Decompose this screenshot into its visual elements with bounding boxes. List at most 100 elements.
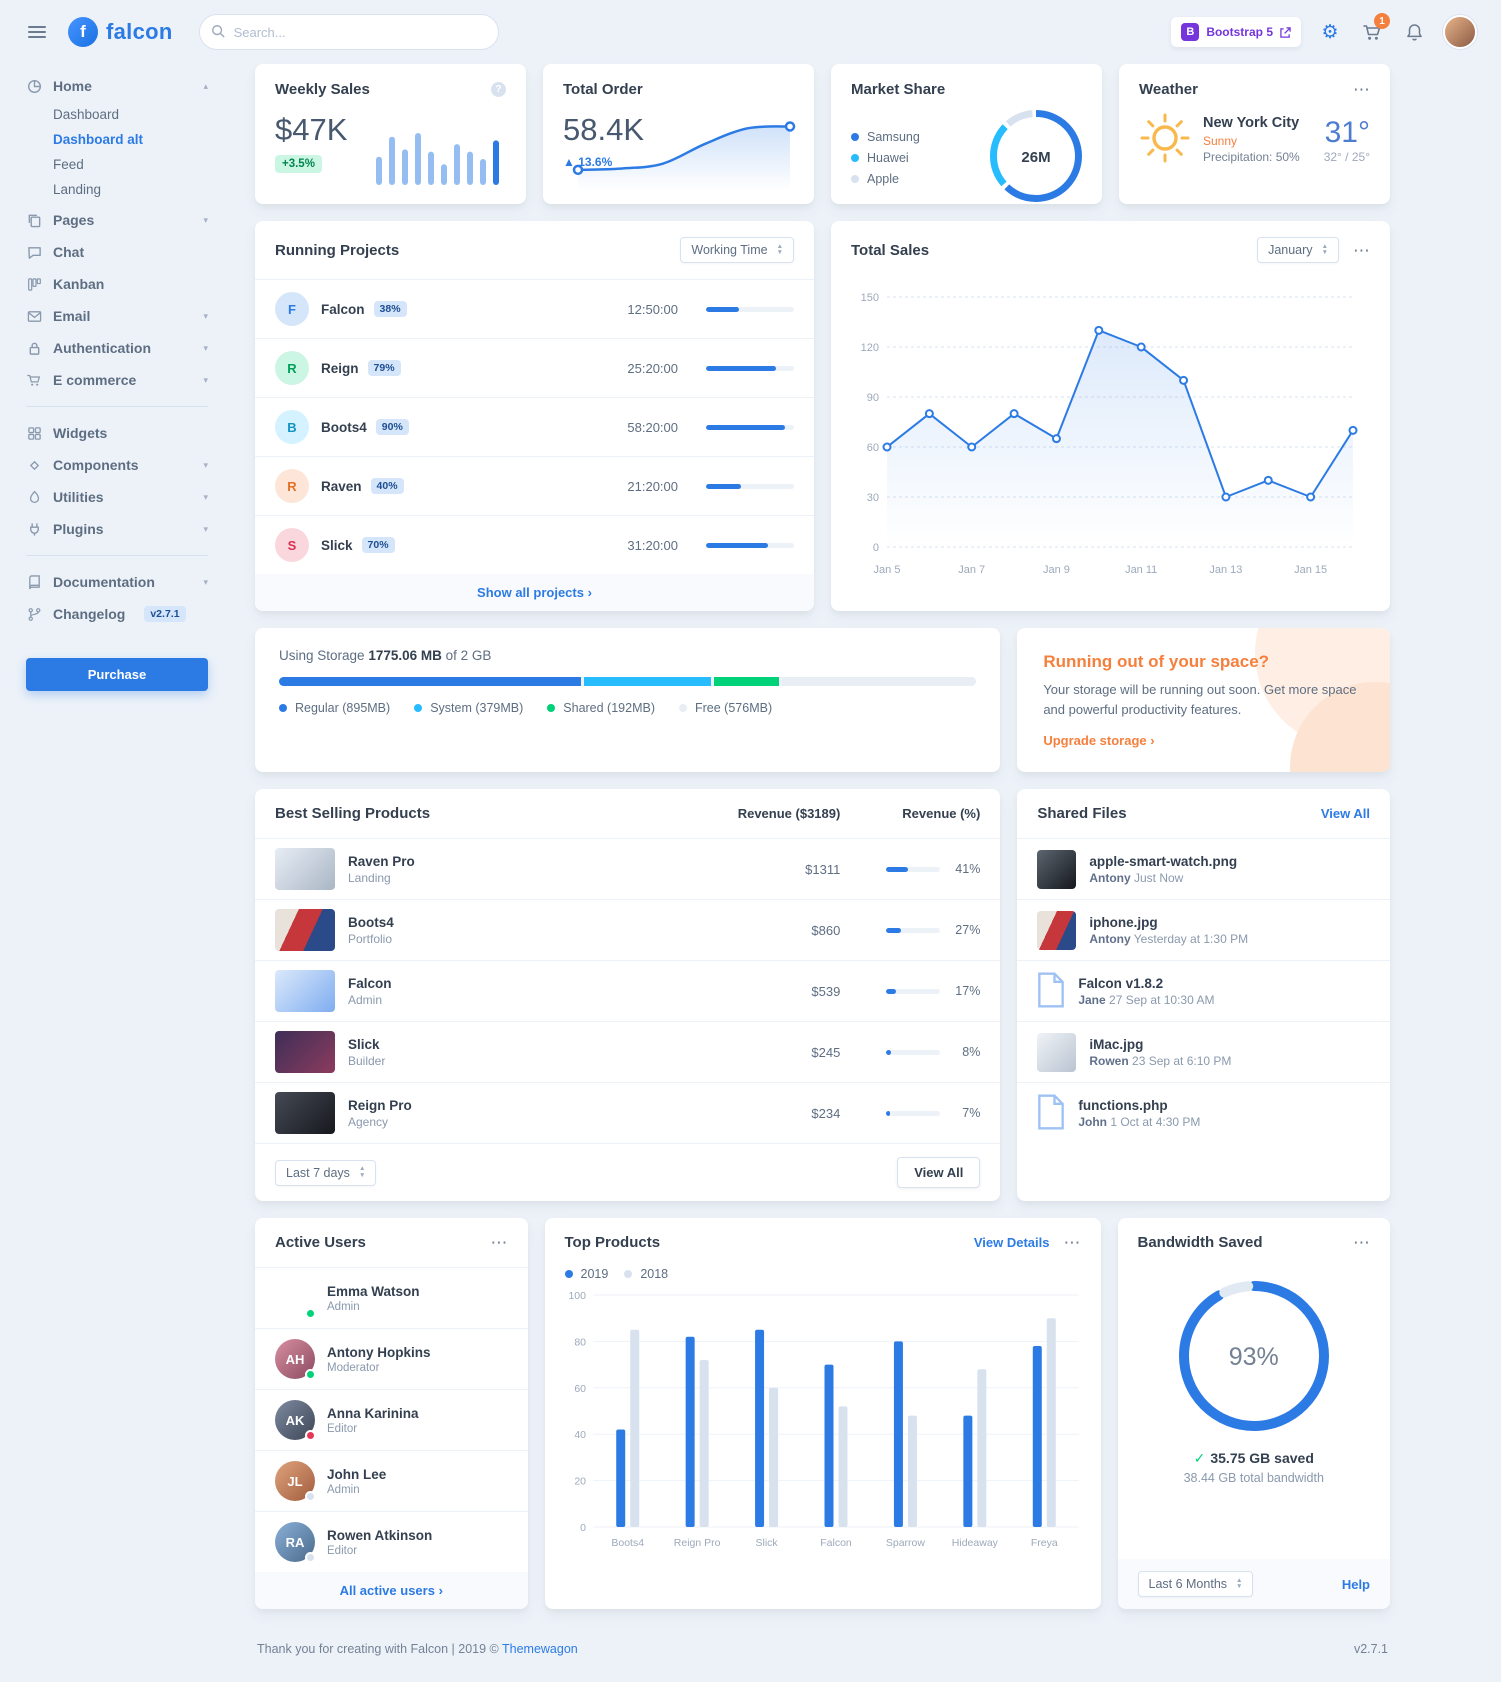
sidebar-item-changelog[interactable]: Changelog v2.7.1 — [26, 598, 208, 630]
ellipsis-menu-icon[interactable]: ⋯ — [1353, 80, 1370, 99]
weather-title: Weather — [1139, 81, 1198, 98]
sidebar-item-pages[interactable]: Pages ▾ — [26, 204, 208, 236]
date-range-select[interactable]: Last 7 days ▲ ▼ — [275, 1159, 377, 1186]
product-name-link[interactable]: Raven Pro — [348, 853, 415, 869]
settings-gear-icon[interactable]: ⚙ — [1321, 21, 1339, 43]
period-select[interactable]: Last 6 Months ▲ ▼ — [1137, 1571, 1254, 1597]
chevron-down-icon: ▾ — [203, 374, 208, 385]
select-caret-icon: ▲ ▼ — [1321, 242, 1328, 256]
file-name-link[interactable]: iMac.jpg — [1089, 1036, 1144, 1052]
legend-item: 2018 — [624, 1267, 668, 1281]
sidebar-item-utilities[interactable]: Utilities ▾ — [26, 481, 208, 513]
svg-text:Jan 13: Jan 13 — [1209, 564, 1242, 576]
ellipsis-menu-icon[interactable]: ⋯ — [1063, 1233, 1081, 1252]
sidebar-item-authentication[interactable]: Authentication ▾ — [26, 332, 208, 364]
sidebar-item-components[interactable]: Components ▾ — [26, 449, 208, 481]
weekly-sales-value: $47K — [275, 112, 348, 147]
themewagon-link[interactable]: Themewagon — [502, 1642, 578, 1656]
product-name-link[interactable]: Falcon — [348, 975, 392, 991]
brand-logo[interactable]: f falcon — [68, 17, 173, 47]
ellipsis-menu-icon[interactable]: ⋯ — [490, 1233, 508, 1252]
product-name-link[interactable]: Slick — [348, 1036, 380, 1052]
project-name-link[interactable]: Raven — [321, 478, 362, 494]
sidebar-item-widgets[interactable]: Widgets — [26, 417, 208, 449]
month-select[interactable]: January ▲ ▼ — [1257, 237, 1339, 263]
project-name-link[interactable]: Boots4 — [321, 419, 367, 435]
shopping-cart-icon — [26, 373, 42, 388]
file-thumbnail — [1037, 910, 1077, 950]
view-all-button[interactable]: View All — [897, 1157, 981, 1188]
upgrade-storage-link[interactable]: Upgrade storage › — [1043, 733, 1155, 748]
lock-icon — [26, 341, 42, 356]
user-role: Moderator — [327, 1361, 380, 1374]
storage-usage-bar — [279, 677, 977, 686]
all-active-users-link[interactable]: All active users › — [255, 1572, 528, 1609]
sidebar-item-label: Pages — [53, 212, 95, 228]
show-all-projects-link[interactable]: Show all projects › — [255, 574, 814, 611]
search-input[interactable] — [198, 14, 499, 50]
revenue-percent-label: 7% — [962, 1106, 981, 1120]
product-thumbnail — [275, 1092, 335, 1134]
file-meta: Antony Yesterday at 1:30 PM — [1089, 931, 1249, 946]
purchase-button[interactable]: Purchase — [26, 658, 208, 691]
sidebar-item-kanban[interactable]: Kanban — [26, 268, 208, 300]
bandwidth-title: Bandwidth Saved — [1137, 1234, 1263, 1251]
running-projects-card: Running Projects Working Time ▲ ▼ F Falco… — [255, 221, 814, 611]
sidebar-item-ecommerce[interactable]: E commerce ▾ — [26, 364, 208, 396]
legend-item: Shared (192MB) — [547, 701, 655, 715]
copy-icon — [26, 213, 42, 228]
sidebar-item-label: Chat — [53, 244, 85, 260]
sidebar-item-email[interactable]: Email ▾ — [26, 300, 208, 332]
ellipsis-menu-icon[interactable]: ⋯ — [1353, 1233, 1370, 1252]
bootstrap5-badge-button[interactable]: B Bootstrap 5 — [1171, 17, 1301, 47]
file-name-link[interactable]: Falcon v1.8.2 — [1078, 975, 1164, 991]
sidebar-item-landing[interactable]: Landing — [53, 182, 102, 197]
bandwidth-total-text: 38.44 GB total bandwidth — [1183, 1471, 1324, 1485]
cart-icon[interactable]: 1 — [1359, 13, 1390, 45]
sidebar-divider — [26, 406, 208, 407]
user-avatar[interactable] — [1443, 15, 1477, 49]
project-name-link[interactable]: Reign — [321, 360, 359, 376]
project-name-link[interactable]: Falcon — [321, 301, 365, 317]
file-name-link[interactable]: functions.php — [1078, 1097, 1168, 1113]
view-details-link[interactable]: View Details — [973, 1235, 1050, 1250]
user-role: Admin — [327, 1483, 360, 1496]
file-name-link[interactable]: apple-smart-watch.png — [1089, 853, 1238, 869]
product-row: Reign Pro Agency $234 7% — [255, 1082, 1001, 1143]
ellipsis-menu-icon[interactable]: ⋯ — [1353, 240, 1370, 260]
storage-legend: Regular (895MB) System (379MB) Shared (1… — [279, 701, 976, 715]
svg-text:100: 100 — [568, 1290, 586, 1302]
chevron-right-icon: › — [587, 585, 592, 600]
sidebar-item-plugins[interactable]: Plugins ▾ — [26, 513, 208, 545]
weekly-sales-card: Weekly Sales ? $47K +3.5% — [255, 64, 526, 204]
help-icon[interactable]: ? — [491, 82, 506, 97]
product-name-link[interactable]: Boots4 — [348, 914, 394, 930]
user-name-link[interactable]: Emma Watson — [327, 1283, 420, 1299]
project-name-link[interactable]: Slick — [321, 537, 353, 553]
total-sales-chart: 0 30 60 90 120 150 Jan 5 Jan 7 Jan 9 Jan 11 Jan 13… — [831, 279, 1390, 594]
book-icon — [26, 574, 42, 590]
product-name-link[interactable]: Reign Pro — [348, 1097, 412, 1113]
sidebar-item-home[interactable]: Home ▴ — [26, 70, 208, 102]
file-name-link[interactable]: iphone.jpg — [1089, 914, 1158, 930]
chevron-right-icon: › — [1150, 733, 1155, 748]
view-all-files-link[interactable]: View All — [1320, 806, 1370, 821]
svg-text:90: 90 — [867, 392, 879, 404]
working-time-select[interactable]: Working Time ▲ ▼ — [680, 237, 794, 263]
user-name-link[interactable]: Rowen Atkinson — [327, 1527, 433, 1543]
notifications-bell-icon[interactable] — [1401, 19, 1427, 45]
product-revenue: $245 — [811, 1044, 841, 1060]
help-link[interactable]: Help — [1341, 1576, 1370, 1592]
menu-toggle-icon[interactable] — [22, 20, 52, 44]
svg-text:Jan 15: Jan 15 — [1294, 564, 1327, 576]
sidebar-item-dashboard-alt[interactable]: Dashboard alt — [53, 132, 144, 147]
sidebar-item-documentation[interactable]: Documentation ▾ — [26, 566, 208, 598]
user-name-link[interactable]: John Lee — [327, 1466, 387, 1482]
project-progress-bar — [706, 542, 794, 548]
weather-precipitation: Precipitation: 50% — [1203, 150, 1300, 164]
sidebar-item-dashboard[interactable]: Dashboard — [53, 107, 120, 122]
sidebar-item-feed[interactable]: Feed — [53, 157, 84, 172]
sidebar-item-chat[interactable]: Chat — [26, 236, 208, 268]
user-name-link[interactable]: Antony Hopkins — [327, 1344, 431, 1360]
user-name-link[interactable]: Anna Karinina — [327, 1405, 419, 1421]
